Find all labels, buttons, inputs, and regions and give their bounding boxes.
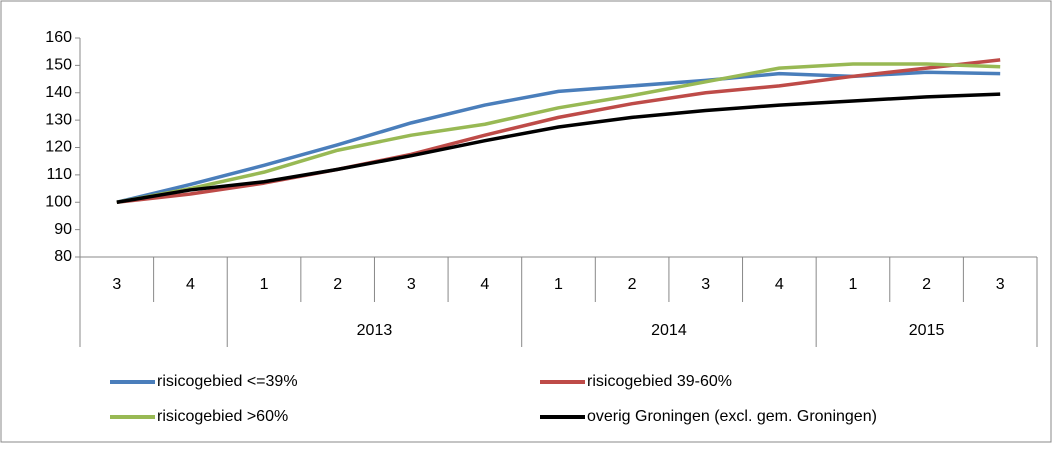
x-tick-label: 3 (996, 276, 1005, 293)
y-tick-label: 100 (45, 193, 72, 210)
y-tick-label: 150 (45, 57, 72, 74)
x-tick-label: 1 (849, 276, 858, 293)
legend-label: risicogebied >60% (157, 408, 288, 425)
x-tick-label: 4 (480, 276, 489, 293)
y-tick-label: 160 (45, 29, 72, 46)
x-tick-label: 2 (628, 276, 637, 293)
x-tick-label: 1 (260, 276, 269, 293)
series-line (116, 62, 1001, 204)
x-tick-label: 4 (775, 276, 784, 293)
group-label: 2015 (909, 322, 945, 339)
group-label: 2013 (357, 322, 393, 339)
x-tick-label: 2 (922, 276, 931, 293)
legend-label: risicogebied <=39% (157, 373, 298, 390)
legend-label: overig Groningen (excl. gem. Groningen) (587, 408, 877, 425)
x-tick-label: 3 (701, 276, 710, 293)
x-tick-label: 2 (333, 276, 342, 293)
y-tick-label: 140 (45, 84, 72, 101)
y-tick-label: 90 (54, 221, 72, 238)
x-tick-label: 1 (554, 276, 563, 293)
x-tick-label: 3 (112, 276, 121, 293)
x-tick-label: 4 (186, 276, 195, 293)
y-tick-label: 110 (46, 166, 72, 183)
group-label: 2014 (651, 322, 687, 339)
y-tick-label: 120 (45, 139, 72, 156)
y-tick-label: 80 (54, 248, 72, 265)
y-tick-label: 130 (45, 111, 72, 128)
x-tick-label: 3 (407, 276, 416, 293)
legend-label: risicogebied 39-60% (587, 373, 732, 390)
series-line (116, 92, 1001, 204)
